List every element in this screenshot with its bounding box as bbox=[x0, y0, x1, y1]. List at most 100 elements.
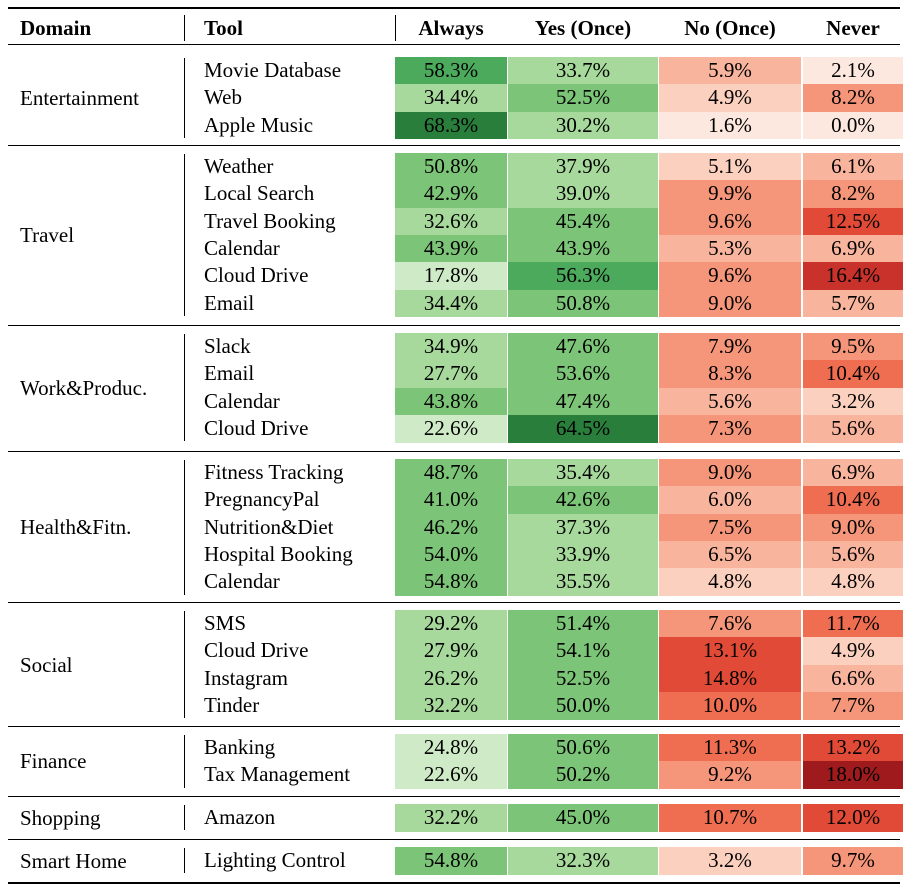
cell-no-once: 11.3% bbox=[659, 734, 801, 762]
cell-never: 7.7% bbox=[803, 691, 903, 720]
cell-no-once: 4.9% bbox=[659, 84, 801, 112]
cell-never: 6.1% bbox=[803, 153, 903, 181]
tool-name: Amazon bbox=[204, 805, 276, 829]
cell-always: 29.2% bbox=[395, 610, 507, 638]
cell-never: 10.4% bbox=[803, 486, 903, 514]
cell-never: 9.0% bbox=[803, 513, 903, 542]
cell-never: 2.1% bbox=[803, 57, 903, 85]
cell-no-once: 7.5% bbox=[659, 513, 801, 542]
cell-never: 4.8% bbox=[803, 568, 903, 596]
cell-never: 16.4% bbox=[803, 262, 903, 290]
domain-label: Finance bbox=[20, 749, 87, 774]
tool-name: Local Search bbox=[204, 181, 315, 206]
domain-label: Entertainment bbox=[20, 85, 139, 110]
cell-always: 22.6% bbox=[395, 414, 507, 443]
cell-yes-once: 47.6% bbox=[508, 333, 658, 361]
column-separator bbox=[184, 58, 185, 138]
cell-never: 9.5% bbox=[803, 333, 903, 361]
cell-always: 43.9% bbox=[395, 234, 507, 263]
cell-never: 5.6% bbox=[803, 540, 903, 569]
cell-no-once: 9.2% bbox=[659, 761, 801, 789]
tool-name: Banking bbox=[204, 735, 276, 759]
cell-no-once: 7.6% bbox=[659, 610, 801, 638]
cell-yes-once: 50.0% bbox=[508, 691, 658, 720]
cell-never: 13.2% bbox=[803, 734, 903, 762]
cell-no-once: 9.6% bbox=[659, 262, 801, 290]
tool-name: Tinder bbox=[204, 692, 260, 717]
header-rule bbox=[8, 44, 900, 45]
tool-name: Web bbox=[204, 85, 242, 110]
tool-name: Tax Management bbox=[204, 762, 351, 787]
cell-yes-once: 32.3% bbox=[508, 847, 658, 875]
cell-yes-once: 37.9% bbox=[508, 153, 658, 181]
column-separator bbox=[184, 848, 185, 874]
cell-yes-once: 33.7% bbox=[508, 57, 658, 85]
cell-never: 4.9% bbox=[803, 637, 903, 665]
cell-always: 68.3% bbox=[395, 111, 507, 140]
cell-never: 11.7% bbox=[803, 610, 903, 638]
cell-never: 5.7% bbox=[803, 289, 903, 318]
cell-yes-once: 64.5% bbox=[508, 414, 658, 443]
cell-no-once: 5.9% bbox=[659, 57, 801, 85]
cell-always: 34.4% bbox=[395, 84, 507, 112]
tool-name: Apple Music bbox=[204, 112, 314, 137]
tool-name: Instagram bbox=[204, 665, 288, 690]
domain-label: Health&Fitn. bbox=[20, 515, 132, 540]
cell-always: 32.2% bbox=[395, 804, 507, 832]
cell-never: 0.0% bbox=[803, 111, 903, 140]
cell-always: 27.9% bbox=[395, 637, 507, 665]
group-rule bbox=[8, 839, 900, 840]
group-rule bbox=[8, 796, 900, 797]
header-separator bbox=[395, 15, 396, 41]
cell-no-once: 7.3% bbox=[659, 414, 801, 443]
tool-name: PregnancyPal bbox=[204, 487, 320, 512]
cell-no-once: 4.8% bbox=[659, 568, 801, 596]
group-rule bbox=[8, 602, 900, 603]
tool-name: Email bbox=[204, 361, 255, 386]
cell-always: 50.8% bbox=[395, 153, 507, 181]
cell-always: 24.8% bbox=[395, 734, 507, 762]
cell-no-once: 5.3% bbox=[659, 234, 801, 263]
tool-name: Cloud Drive bbox=[204, 263, 309, 288]
cell-no-once: 8.3% bbox=[659, 360, 801, 388]
tool-name: Weather bbox=[204, 154, 274, 178]
cell-yes-once: 35.4% bbox=[508, 459, 658, 487]
cell-never: 6.9% bbox=[803, 234, 903, 263]
tool-name: Cloud Drive bbox=[204, 415, 309, 440]
cell-yes-once: 54.1% bbox=[508, 637, 658, 665]
cell-always: 32.6% bbox=[395, 207, 507, 236]
top-rule bbox=[8, 7, 900, 9]
cell-never: 12.5% bbox=[803, 207, 903, 236]
domain-label: Smart Home bbox=[20, 848, 127, 873]
bottom-rule bbox=[8, 882, 900, 884]
cell-always: 34.9% bbox=[395, 333, 507, 361]
cell-yes-once: 56.3% bbox=[508, 262, 658, 290]
column-separator bbox=[184, 460, 185, 595]
column-separator bbox=[184, 735, 185, 788]
cell-yes-once: 50.2% bbox=[508, 761, 658, 789]
cell-always: 42.9% bbox=[395, 180, 507, 208]
column-separator bbox=[184, 611, 185, 719]
domain-label: Work&Produc. bbox=[20, 375, 148, 400]
cell-no-once: 10.7% bbox=[659, 804, 801, 832]
cell-never: 18.0% bbox=[803, 761, 903, 789]
tool-name: Cloud Drive bbox=[204, 638, 309, 663]
cell-never: 8.2% bbox=[803, 84, 903, 112]
cell-always: 46.2% bbox=[395, 513, 507, 542]
cell-always: 34.4% bbox=[395, 289, 507, 318]
cell-always: 54.0% bbox=[395, 540, 507, 569]
header-never: Never bbox=[826, 16, 880, 40]
cell-no-once: 9.6% bbox=[659, 207, 801, 236]
cell-always: 54.8% bbox=[395, 568, 507, 596]
cell-never: 12.0% bbox=[803, 804, 903, 832]
cell-always: 27.7% bbox=[395, 360, 507, 388]
cell-always: 41.0% bbox=[395, 486, 507, 514]
cell-never: 5.6% bbox=[803, 414, 903, 443]
group-rule bbox=[8, 451, 900, 452]
cell-always: 54.8% bbox=[395, 847, 507, 875]
cell-yes-once: 50.8% bbox=[508, 289, 658, 318]
tool-name: Nutrition&Diet bbox=[204, 514, 334, 539]
tool-name: Lighting Control bbox=[204, 848, 346, 872]
header-no-once: No (Once) bbox=[684, 16, 776, 40]
